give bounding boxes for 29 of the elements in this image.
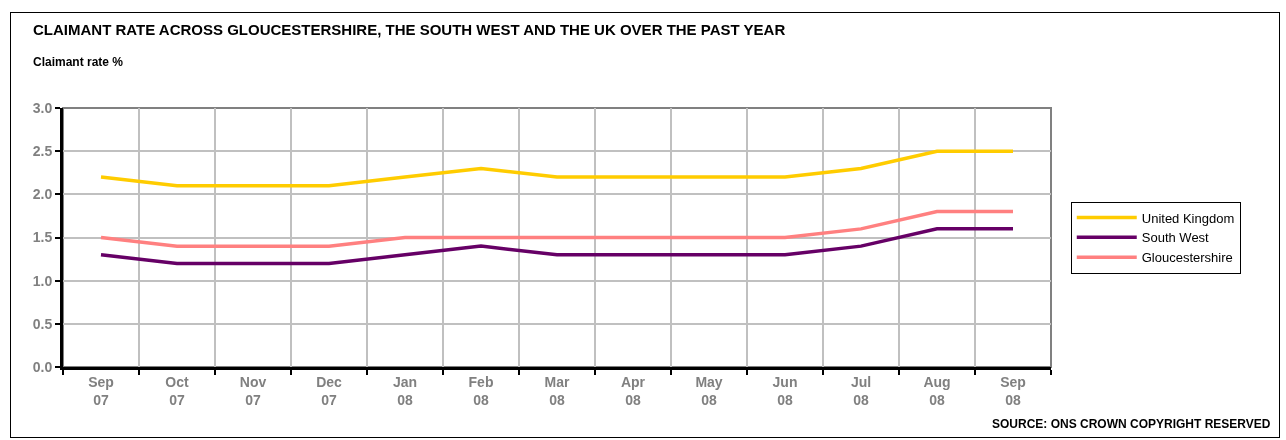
line-series [99,227,1015,266]
x-tick-label: Jul 08 [850,373,872,408]
x-tick-label: Nov 07 [239,373,267,408]
x-tick-label: Sep 08 [1000,373,1026,408]
y-tick-label: 0.5 [32,315,53,332]
y-tick-label: 2.0 [32,186,53,203]
chart-title: CLAIMANT RATE ACROSS GLOUCESTERSHIRE, THE SOUTH WEST AND THE UK OVER THE PAST YEAR [33,21,786,38]
y-axis-title: Claimant rate % [33,55,124,69]
source-note: SOURCE: ONS CROWN COPYRIGHT RESERVED [992,417,1271,431]
x-tick-label: Jun 08 [772,373,798,408]
x-tick-label: Jan 08 [392,373,418,408]
x-tick-label: Apr 08 [620,373,646,408]
x-tick-label: Dec 07 [316,373,343,408]
y-tick-label: 0.0 [32,358,53,375]
x-tick-label: Sep 07 [88,373,114,408]
legend-label: United Kingdom [1141,210,1235,226]
legend-label: Gloucestershire [1141,250,1233,266]
x-tick-label: Mar 08 [544,373,570,408]
x-tick-label: Oct 07 [165,373,189,408]
x-tick-label: Aug 08 [923,373,951,408]
x-tick-label: May 08 [695,373,723,408]
line-series [99,209,1015,248]
legend-label: South West [1141,230,1210,246]
y-tick-label: 2.5 [32,143,53,160]
y-tick-label: 1.5 [32,229,53,246]
y-tick-label: 3.0 [32,99,53,116]
x-tick-label: Feb 08 [468,373,494,408]
line-series [99,149,1015,188]
y-tick-label: 1.0 [32,272,53,289]
